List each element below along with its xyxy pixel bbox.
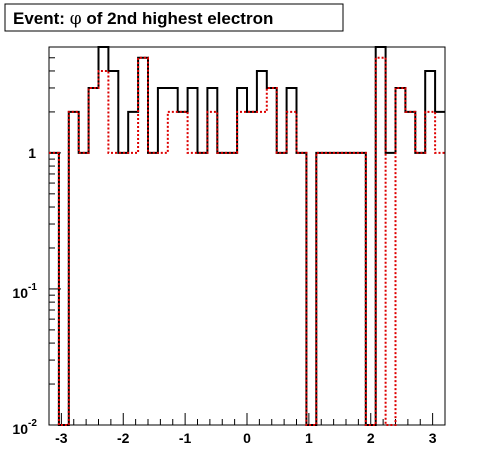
series-layer — [49, 46, 445, 426]
y-tick-exp-0.1: -1 — [28, 282, 37, 293]
chart-title-box: Event: φ of 2nd highest electron — [4, 3, 344, 32]
x-tick-label: -2 — [117, 430, 130, 446]
x-tick-labels: -3 -2 -1 0 1 2 3 — [55, 430, 437, 446]
x-tick-label: 0 — [243, 430, 251, 446]
x-tick-label: -1 — [179, 430, 192, 446]
y-tick-label-1: 1 — [28, 145, 36, 161]
x-tick-label: -3 — [55, 430, 68, 446]
y-tick-label-0.1: 10 — [12, 285, 28, 301]
histogram-series-1 — [49, 56, 445, 426]
x-tick-label: 2 — [367, 430, 375, 446]
title-suffix: of 2nd highest electron — [82, 9, 274, 28]
x-tick-label: 1 — [305, 430, 313, 446]
x-tick-marks — [48, 413, 446, 425]
title-symbol: φ — [70, 9, 82, 29]
histogram-series-0 — [49, 46, 445, 426]
chart-title: Event: φ of 2nd highest electron — [13, 9, 273, 29]
y-tick-marks — [49, 46, 61, 426]
y-tick-labels: 1 10 -1 10 -2 — [12, 145, 37, 437]
x-tick-label: 3 — [429, 430, 437, 446]
y-tick-label-0.01: 10 — [12, 421, 28, 437]
title-prefix: Event: — [13, 9, 70, 28]
y-tick-exp-0.01: -2 — [28, 418, 37, 429]
